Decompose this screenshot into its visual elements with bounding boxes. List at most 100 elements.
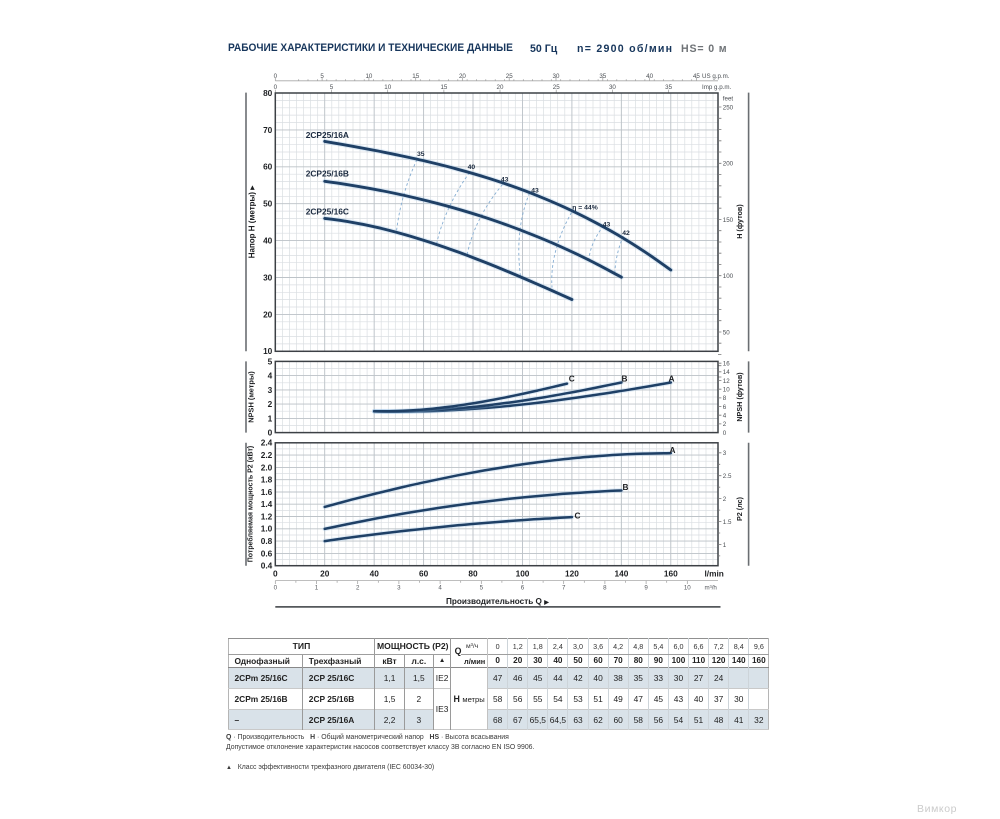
svg-text:30: 30	[553, 73, 560, 80]
svg-text:0.8: 0.8	[261, 536, 273, 546]
svg-text:12: 12	[723, 378, 730, 385]
svg-text:1.2: 1.2	[261, 511, 273, 521]
svg-text:10: 10	[723, 387, 730, 394]
svg-text:42: 42	[622, 230, 630, 237]
svg-text:20: 20	[497, 84, 504, 91]
svg-text:25: 25	[506, 73, 513, 80]
svg-text:2.0: 2.0	[261, 462, 273, 472]
svg-text:2CP25/16B: 2CP25/16B	[306, 169, 349, 179]
svg-text:15: 15	[412, 73, 419, 80]
svg-text:14: 14	[723, 369, 730, 376]
svg-text:5: 5	[268, 356, 273, 366]
svg-text:40: 40	[646, 73, 653, 80]
svg-text:1.0: 1.0	[261, 524, 273, 534]
svg-text:2: 2	[356, 585, 360, 592]
svg-text:80: 80	[263, 88, 273, 98]
svg-text:5: 5	[480, 585, 484, 592]
svg-text:P2 (лс): P2 (лс)	[735, 496, 744, 521]
svg-text:6: 6	[521, 585, 525, 592]
svg-text:l/min: l/min	[705, 568, 724, 578]
svg-text:100: 100	[723, 273, 734, 280]
svg-text:2: 2	[723, 421, 727, 428]
svg-text:1: 1	[723, 542, 727, 549]
svg-text:4: 4	[438, 585, 442, 592]
svg-text:30: 30	[609, 84, 616, 91]
svg-text:20: 20	[320, 568, 330, 578]
svg-text:35: 35	[599, 73, 606, 80]
svg-text:A: A	[669, 373, 675, 383]
svg-text:35: 35	[417, 151, 425, 158]
svg-text:160: 160	[664, 568, 678, 578]
svg-text:2CP25/16C: 2CP25/16C	[306, 206, 349, 216]
svg-text:45: 45	[693, 73, 700, 80]
svg-text:m³/h: m³/h	[705, 585, 718, 592]
svg-text:5: 5	[330, 84, 334, 91]
svg-text:7: 7	[562, 585, 566, 592]
svg-text:60: 60	[263, 162, 273, 172]
svg-text:C: C	[569, 373, 575, 383]
svg-text:2CP25/16A: 2CP25/16A	[306, 130, 349, 140]
svg-text:10: 10	[365, 73, 372, 80]
svg-text:Imp g.p.m.: Imp g.p.m.	[702, 84, 732, 91]
svg-text:10: 10	[684, 585, 691, 592]
svg-text:2.2: 2.2	[261, 450, 273, 460]
svg-text:Потребляемая мощность P2 (кВт): Потребляемая мощность P2 (кВт)	[247, 446, 255, 562]
svg-text:43: 43	[501, 176, 509, 183]
svg-text:NPSH (метры): NPSH (метры)	[247, 371, 256, 423]
svg-text:25: 25	[553, 84, 560, 91]
svg-text:40: 40	[263, 236, 273, 246]
svg-text:70: 70	[263, 125, 273, 135]
svg-text:100: 100	[516, 568, 530, 578]
svg-text:1: 1	[268, 413, 273, 423]
svg-text:40: 40	[370, 568, 380, 578]
svg-text:feet: feet	[723, 95, 734, 102]
svg-text:Напор H (метры) ▸: Напор H (метры) ▸	[248, 185, 257, 259]
svg-text:2.5: 2.5	[723, 473, 732, 480]
svg-text:2: 2	[268, 399, 273, 409]
svg-text:B: B	[623, 482, 629, 492]
svg-text:43: 43	[603, 221, 611, 228]
svg-text:0: 0	[273, 568, 278, 578]
svg-text:80: 80	[468, 568, 478, 578]
svg-text:140: 140	[614, 568, 628, 578]
svg-text:43: 43	[531, 188, 539, 195]
svg-text:Производительность Q ▶: Производительность Q ▶	[446, 597, 549, 606]
svg-text:0: 0	[268, 428, 273, 438]
svg-text:1.4: 1.4	[261, 499, 273, 509]
svg-text:H (футов): H (футов)	[735, 204, 744, 239]
svg-text:20: 20	[263, 309, 273, 319]
svg-text:10: 10	[384, 84, 391, 91]
svg-text:16: 16	[723, 361, 730, 368]
svg-text:35: 35	[665, 84, 672, 91]
svg-text:η = 44%: η = 44%	[572, 205, 598, 212]
svg-text:1: 1	[315, 585, 319, 592]
svg-text:150: 150	[723, 217, 734, 224]
svg-text:4: 4	[268, 371, 273, 381]
svg-text:C: C	[575, 511, 581, 521]
svg-text:0.6: 0.6	[261, 548, 273, 558]
svg-text:3: 3	[268, 385, 273, 395]
svg-text:5: 5	[320, 73, 324, 80]
svg-text:3: 3	[397, 585, 401, 592]
svg-text:8: 8	[723, 395, 727, 402]
svg-text:1.6: 1.6	[261, 487, 273, 497]
svg-text:60: 60	[419, 568, 429, 578]
svg-text:2.4: 2.4	[261, 438, 273, 448]
svg-text:30: 30	[263, 272, 273, 282]
svg-text:NPSH (футов): NPSH (футов)	[735, 372, 744, 422]
svg-text:1.5: 1.5	[723, 519, 732, 526]
svg-text:2: 2	[723, 496, 727, 503]
svg-text:200: 200	[723, 161, 734, 168]
svg-text:50: 50	[723, 329, 730, 336]
svg-text:3: 3	[723, 450, 727, 457]
svg-text:US g.p.m.: US g.p.m.	[702, 73, 730, 80]
svg-text:4: 4	[723, 413, 727, 420]
svg-text:0: 0	[274, 585, 278, 592]
svg-text:A: A	[670, 445, 676, 455]
svg-text:0: 0	[274, 73, 278, 80]
svg-text:0.4: 0.4	[261, 561, 273, 571]
svg-text:50: 50	[263, 199, 273, 209]
svg-text:15: 15	[440, 84, 447, 91]
svg-text:1.8: 1.8	[261, 475, 273, 485]
svg-text:250: 250	[723, 104, 734, 111]
